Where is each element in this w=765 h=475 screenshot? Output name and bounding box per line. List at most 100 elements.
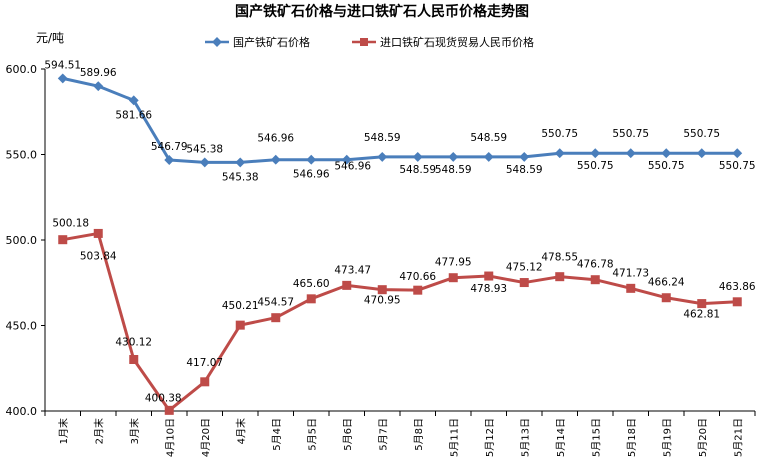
- x-tick-label: 5月7日: [377, 418, 389, 451]
- data-label: 546.96: [334, 161, 371, 173]
- data-label: 546.96: [293, 169, 330, 181]
- data-point-marker: [590, 148, 601, 159]
- data-point-marker: [625, 148, 636, 159]
- data-label: 550.75: [577, 160, 614, 172]
- series-line-0: [62, 76, 738, 164]
- data-label: 476.78: [577, 259, 614, 271]
- data-point-marker: [697, 299, 707, 309]
- data-point-marker: [696, 148, 707, 159]
- x-tick-label: 5月11日: [448, 418, 460, 457]
- data-point-marker: [377, 151, 388, 162]
- data-label: 470.95: [364, 295, 401, 307]
- x-tick-label: 5月5日: [306, 418, 318, 451]
- y-tick-label: 550.0: [6, 149, 38, 162]
- data-label: 400.38: [145, 392, 182, 404]
- data-label: 548.59: [364, 132, 401, 144]
- data-point-marker: [58, 235, 68, 245]
- data-label: 478.93: [470, 283, 507, 295]
- data-label: 550.75: [648, 160, 685, 172]
- x-tick-label: 5月4日: [271, 418, 283, 451]
- series-layer: [57, 73, 743, 415]
- data-point-marker: [200, 377, 210, 387]
- data-label: 500.18: [52, 218, 89, 230]
- x-tick-label: 5月19日: [661, 418, 673, 457]
- data-label: 594.51: [44, 59, 81, 71]
- data-label: 454.57: [257, 297, 294, 309]
- y-tick-label: 400.0: [6, 405, 38, 418]
- data-point-marker: [448, 151, 459, 162]
- data-label: 470.66: [399, 271, 436, 283]
- data-label: 475.12: [506, 262, 543, 274]
- y-tick-label: 600.0: [6, 63, 38, 76]
- series-line-1: [62, 231, 738, 412]
- data-point-marker: [199, 157, 210, 168]
- x-tick-label: 4月末: [234, 418, 247, 444]
- x-tick-label: 5月6日: [342, 418, 354, 451]
- x-tick-label: 5月20日: [697, 418, 709, 457]
- data-label: 550.75: [683, 128, 720, 140]
- data-label: 589.96: [80, 67, 117, 79]
- data-label: 546.79: [151, 141, 188, 153]
- x-tick-label: 5月14日: [555, 418, 567, 457]
- data-label: 462.81: [683, 309, 720, 321]
- data-point-marker: [555, 272, 565, 282]
- data-point-marker: [626, 283, 636, 293]
- data-point-marker: [93, 228, 103, 238]
- legend-item-import: 进口铁矿石现货贸易人民币价格: [352, 35, 534, 49]
- x-tick-label: 4月20日: [200, 418, 212, 457]
- data-point-marker: [413, 285, 423, 295]
- data-label: 546.96: [257, 133, 294, 145]
- data-label: 548.59: [506, 164, 543, 176]
- data-point-marker: [448, 273, 458, 283]
- data-point-marker: [519, 278, 529, 288]
- data-label: 548.59: [435, 164, 472, 176]
- legend-label-import: 进口铁矿石现货贸易人民币价格: [380, 35, 534, 49]
- legend: 国产铁矿石价格 进口铁矿石现货贸易人民币价格: [205, 35, 534, 49]
- data-point-marker: [164, 155, 175, 165]
- x-tick-label: 5月8日: [413, 418, 425, 451]
- x-tick-label: 2月末: [92, 418, 105, 444]
- y-axis-unit: 元/吨: [36, 31, 64, 45]
- data-label: 473.47: [334, 264, 371, 276]
- data-point-marker: [128, 95, 139, 106]
- data-point-marker: [164, 405, 174, 415]
- data-label: 477.95: [435, 257, 472, 269]
- data-point-marker: [306, 154, 317, 165]
- data-point-marker: [129, 354, 139, 364]
- data-point-marker: [341, 154, 352, 165]
- x-tick-label: 5月21日: [732, 418, 744, 457]
- data-point-marker: [377, 285, 387, 295]
- legend-item-domestic: 国产铁矿石价格: [205, 35, 310, 49]
- data-point-marker: [93, 81, 104, 92]
- y-tick-label: 450.0: [6, 320, 38, 333]
- data-label: 545.38: [186, 143, 223, 155]
- data-label: 548.59: [470, 132, 507, 144]
- data-label: 463.86: [719, 281, 756, 293]
- data-label: 503.84: [80, 250, 117, 262]
- data-label: 545.38: [222, 171, 259, 183]
- data-label: 581.66: [115, 109, 152, 121]
- legend-marker-import: [360, 38, 368, 46]
- data-label: 466.24: [648, 277, 685, 289]
- data-labels-layer: 594.51589.96581.66546.79545.38545.38546.…: [44, 59, 756, 404]
- data-point-marker: [519, 151, 530, 162]
- data-label: 417.07: [186, 357, 223, 369]
- data-label: 550.75: [719, 160, 756, 172]
- x-tick-label: 5月13日: [519, 418, 531, 457]
- x-tick-label: 5月12日: [484, 418, 496, 457]
- data-label: 478.55: [541, 252, 578, 264]
- data-point-marker: [732, 297, 742, 307]
- data-label: 548.59: [399, 164, 436, 176]
- x-tick-label: 1月末: [57, 418, 70, 444]
- x-tick-label: 5月15日: [590, 418, 602, 457]
- data-point-marker: [306, 294, 316, 304]
- data-point-marker: [57, 73, 68, 84]
- data-point-marker: [235, 320, 245, 330]
- data-label: 471.73: [612, 267, 649, 279]
- data-point-marker: [235, 157, 246, 168]
- chart-title: 国产铁矿石价格与进口铁矿石人民币价格走势图: [235, 3, 529, 20]
- data-point-marker: [484, 271, 494, 281]
- data-label: 450.21: [222, 300, 259, 312]
- x-tick-label: 4月10日: [164, 418, 176, 457]
